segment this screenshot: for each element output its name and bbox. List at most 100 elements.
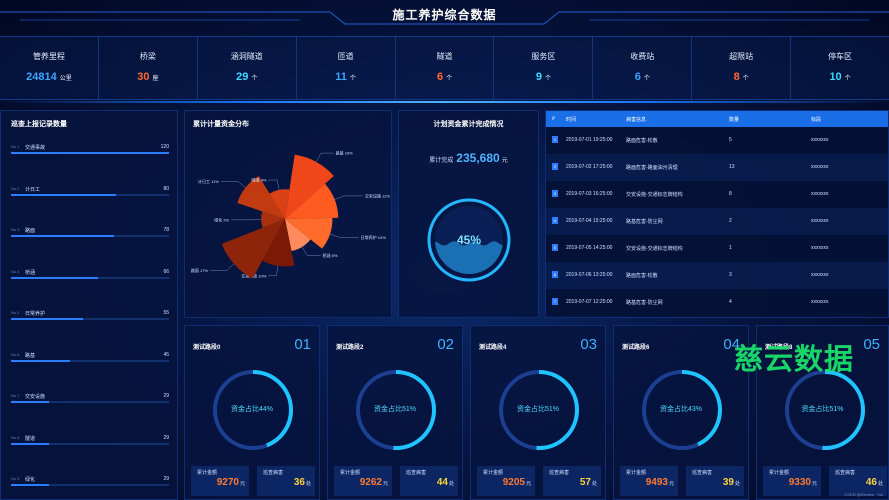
cell-time: 2019-07-05 14:25:00	[566, 245, 613, 251]
table-row[interactable]: 5 2019-07-05 14:25:00 交安设施-交通标志牌结构 1 xxxxxxx	[546, 235, 888, 262]
cell-count: 3	[729, 272, 732, 278]
cell-info: 路面危害-路面油污清理	[626, 165, 678, 171]
table-row[interactable]: 1 2019-07-01 19:25:00 路面危害-松散 5 xxxxxxx	[546, 127, 888, 154]
pie-slice	[237, 176, 285, 219]
ring-label: 资金占比51%	[373, 406, 416, 413]
bar-row: No.4 桥涵 66	[11, 269, 171, 309]
bar-fill	[11, 401, 50, 403]
stat-label: 管养里程	[32, 52, 65, 61]
table-row[interactable]: 3 2019-07-03 16:25:00 交安设施-交通标志牌结构 8 xxxxxxx	[546, 181, 888, 208]
stat-value: 10	[829, 71, 842, 83]
amount-box: 累计金额 9330元	[763, 466, 821, 496]
rank-label: No.6	[11, 351, 20, 357]
stat-unit: 座	[152, 76, 159, 82]
cell-time: 2019-07-04 15:25:00	[566, 218, 613, 224]
bar-track	[11, 235, 169, 237]
bar-fill	[11, 152, 169, 154]
cell-info: 交安设施-交通标志牌结构	[626, 246, 683, 252]
table-row[interactable]: 2 2019-07-02 17:25:00 路面危害-路面油污清理 13 xxxxxxx	[546, 154, 888, 181]
stat-item: 服务区 9 个	[494, 37, 594, 99]
section-card[interactable]: 测试路段6 04 资金占比43% 累计金额 9493元 巡查病害 39处	[613, 325, 749, 500]
issue-value: 46	[865, 477, 877, 488]
card-title: 测试路段4	[479, 345, 507, 351]
column-header: #	[552, 116, 555, 122]
issue-label: 巡查病害	[835, 470, 856, 476]
stat-unit: 个	[844, 76, 851, 82]
ratio-ring	[213, 370, 293, 450]
bar-track	[11, 276, 169, 279]
cell-section: xxxxxxx	[811, 299, 829, 305]
stat-label: 超限站	[729, 52, 754, 61]
amount-unit: 元	[382, 481, 388, 487]
stat-label: 服务区	[531, 52, 556, 61]
pie-leader-line	[268, 179, 280, 190]
count-value: 120	[160, 144, 169, 150]
ring-progress	[642, 370, 722, 450]
cell-count: 2	[729, 218, 732, 224]
water-ball-gauge: 45%	[427, 198, 511, 282]
stat-item: 管养里程 24814 公里	[0, 37, 99, 99]
amount-value: 9330	[788, 477, 811, 488]
ratio-ring	[785, 370, 865, 450]
column-header: 病害信息	[626, 117, 647, 123]
bar-fill	[11, 276, 98, 279]
cell-time: 2019-07-07 12:25:00	[566, 299, 613, 305]
issue-value-wrap: 46处	[866, 477, 883, 488]
cell-info: 路基危害-防尘网	[626, 300, 663, 306]
card-title: 测试路段2	[336, 345, 364, 351]
panel-title: 计划资金累计完成情况	[433, 121, 504, 128]
ring-progress	[356, 370, 436, 450]
cell-section: xxxxxxx	[811, 191, 829, 197]
stat-value: 30	[137, 71, 150, 83]
pie-slice	[285, 217, 333, 249]
section-card[interactable]: 测试路段0 01 资金占比44% 累计金额 9270元 巡查病害 36处	[184, 325, 320, 500]
stat-item: 超限站 8 个	[692, 37, 792, 99]
card-number: 05	[863, 336, 880, 353]
table-row[interactable]: 7 2019-07-07 12:25:00 路基危害-防尘网 4 xxxxxxx	[546, 289, 888, 316]
rank-label: No.1	[11, 144, 20, 149]
amount-label: 累计金额	[769, 470, 790, 476]
cell-info: 交安设施-交通标志牌结构	[626, 192, 683, 198]
amount-label: 累计金额	[197, 470, 218, 476]
issue-value: 44	[436, 477, 448, 488]
pie-leader-line	[268, 265, 279, 276]
table-row[interactable]: 4 2019-07-04 15:25:00 路基危害-防尘网 2 xxxxxxx	[546, 208, 888, 235]
ring-label: 资金占比51%	[516, 406, 559, 413]
rank-label: No.7	[11, 393, 20, 398]
bar-row: No.2 计日工 80	[11, 186, 171, 226]
pie-leader-line	[315, 152, 334, 162]
pie-slice	[285, 219, 311, 252]
pie-slice	[269, 189, 290, 219]
category-label: 计日工	[25, 186, 41, 193]
issue-value: 36	[293, 477, 305, 488]
stat-label: 收费站	[630, 52, 655, 61]
cell-section: xxxxxxx	[811, 137, 829, 143]
amount-box: 累计金额 9493元	[620, 466, 678, 496]
pie-label: 计日工 11%	[198, 178, 219, 184]
issue-unit: 处	[448, 481, 454, 487]
category-label: 交通事故	[25, 145, 46, 151]
table-row[interactable]: 6 2019-07-06 13:25:00 路面危害-松散 3 xxxxxxx	[546, 262, 888, 289]
amount-value-wrap: 9270元	[217, 477, 245, 488]
page-title: 施工养护综合数据	[392, 8, 497, 22]
amount-box: 累计金额 9205元	[477, 466, 535, 496]
category-label: 路基	[25, 352, 36, 359]
section-card[interactable]: 测试路段4 03 资金占比51% 累计金额 9205元 巡查病害 57处	[470, 325, 606, 500]
amount-label: 累计金额	[340, 470, 361, 476]
count-value: 45	[163, 351, 169, 358]
amount-box: 累计金额 9262元	[334, 466, 392, 496]
stat-label: 隧道	[436, 52, 453, 61]
cell-section: xxxxxxx	[811, 272, 829, 278]
stat-item: 停车区 10 个	[791, 37, 889, 99]
count-value: 55	[163, 310, 169, 316]
amount-value-wrap: 9493元	[646, 477, 674, 488]
section-card[interactable]: 测试路段8 05 资金占比51% 累计金额 9330元 巡查病害 46处	[756, 325, 889, 500]
stat-label: 匝道	[337, 52, 354, 61]
ring-label: 资金占比51%	[801, 406, 844, 413]
section-card[interactable]: 测试路段2 02 资金占比51% 累计金额 9262元 巡查病害 44处	[327, 325, 463, 500]
bar-fill	[11, 359, 71, 362]
count-value: 29	[163, 393, 169, 399]
cell-section: xxxxxxx	[811, 218, 829, 224]
issue-unit: 处	[877, 481, 883, 487]
cell-info: 路基危害-防尘网	[626, 219, 663, 225]
